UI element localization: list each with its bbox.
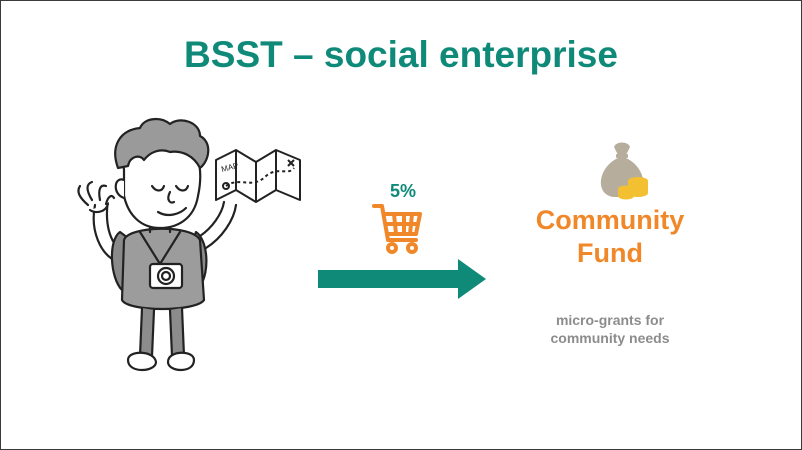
percentage-label: 5% (389, 181, 416, 201)
money-bag-icon (600, 142, 648, 200)
fund-description: micro-grants for community needs (510, 311, 710, 347)
slide-title: BSST – social enterprise (184, 34, 618, 75)
map-label: MAP (220, 161, 239, 174)
fund-name-line2: Fund (577, 238, 643, 268)
fund-description-line1: micro-grants for (555, 312, 665, 328)
fund-name-line1: Community (535, 205, 685, 235)
flow-arrow (318, 259, 486, 299)
community-fund-title: Community Fund (520, 204, 700, 270)
fund-description-line2: community needs (550, 330, 670, 346)
traveler-illustration: MAP (77, 118, 301, 372)
shopping-cart-icon (372, 204, 422, 254)
